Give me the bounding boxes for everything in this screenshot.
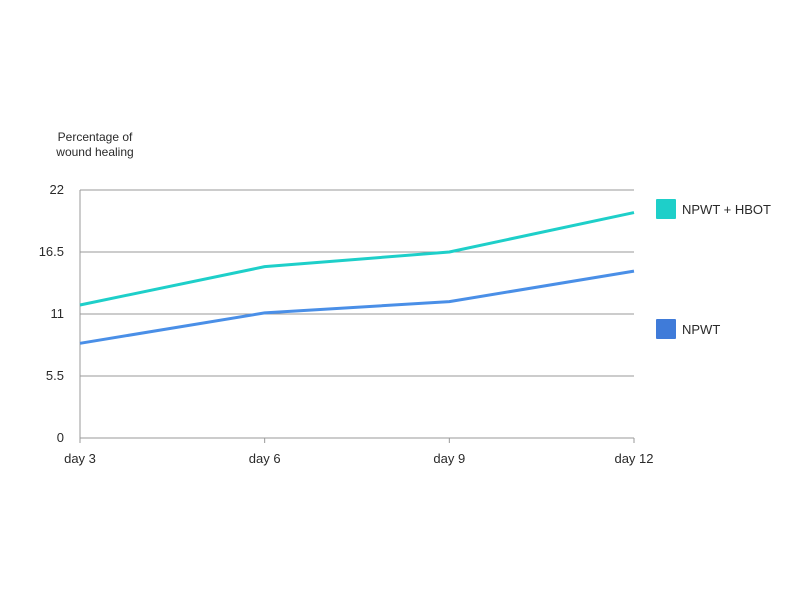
y-axis-label: Percentage of wound healing xyxy=(56,130,134,159)
legend-label-npwt: NPWT xyxy=(682,321,721,337)
y-tick-label: 11 xyxy=(51,306,65,321)
legend-item-npwt-hbot: NPWT + HBOT xyxy=(656,199,771,219)
series-line-npwt-hbot xyxy=(79,211,635,307)
y-tick-label: 16.5 xyxy=(39,244,64,259)
x-tick-label: day 6 xyxy=(249,451,281,466)
legend-swatch-npwt-hbot xyxy=(656,199,676,219)
axes xyxy=(79,190,635,443)
legend-item-npwt: NPWT xyxy=(656,319,720,339)
y-tick-labels: 0 5.5 11 16.5 22 xyxy=(39,182,64,445)
y-tick-label: 0 xyxy=(57,430,64,445)
series-lines xyxy=(79,211,635,345)
x-tick-label: day 9 xyxy=(433,451,465,466)
y-tick-label: 22 xyxy=(50,182,64,197)
legend-label-npwt-hbot: NPWT + HBOT xyxy=(682,201,771,217)
legend-swatch-npwt xyxy=(656,319,676,339)
x-tick-label: day 3 xyxy=(64,451,96,466)
grid-lines xyxy=(80,189,634,377)
x-tick-label: day 12 xyxy=(614,451,653,466)
y-tick-label: 5.5 xyxy=(46,368,64,383)
series-line-npwt xyxy=(79,269,635,345)
x-tick-labels: day 3 day 6 day 9 day 12 xyxy=(64,451,653,466)
